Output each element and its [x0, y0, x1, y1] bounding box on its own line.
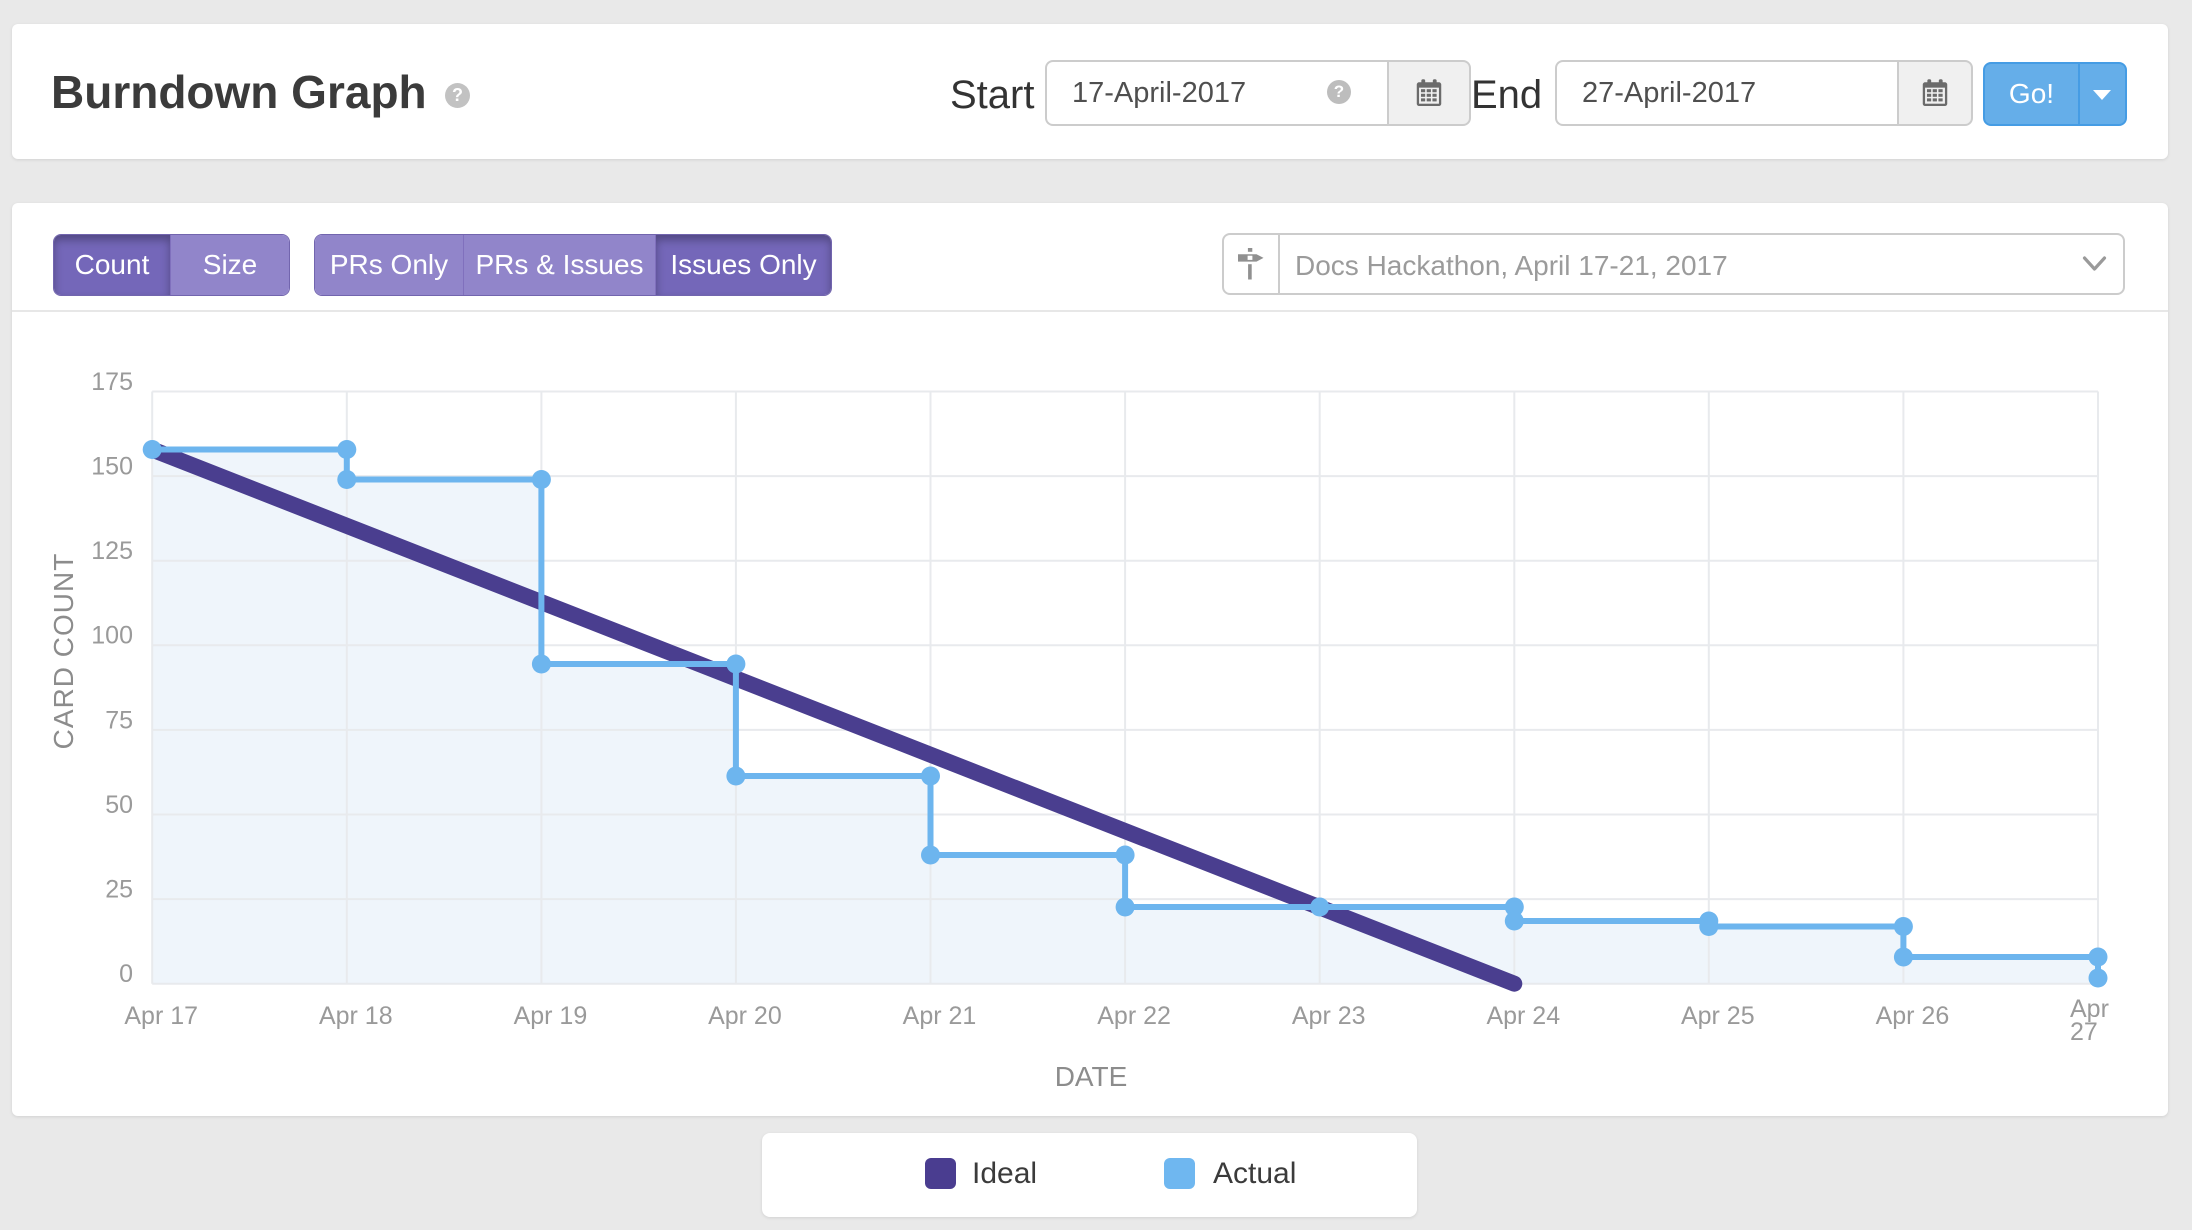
svg-text:175: 175	[91, 368, 133, 396]
svg-text:50: 50	[105, 791, 133, 819]
svg-text:Apr 23: Apr 23	[1292, 1002, 1366, 1030]
svg-text:CARD COUNT: CARD COUNT	[48, 553, 79, 750]
svg-text:Apr 18: Apr 18	[319, 1002, 393, 1030]
svg-text:Apr 26: Apr 26	[1876, 1002, 1950, 1030]
svg-text:Apr 21: Apr 21	[903, 1002, 977, 1030]
svg-text:25: 25	[105, 876, 133, 904]
svg-text:Apr 25: Apr 25	[1681, 1002, 1755, 1030]
svg-text:Apr 24: Apr 24	[1486, 1002, 1560, 1030]
svg-text:Apr 17: Apr 17	[124, 1002, 198, 1030]
svg-text:125: 125	[91, 537, 133, 565]
svg-text:27: 27	[2070, 1018, 2098, 1046]
svg-text:75: 75	[105, 706, 133, 734]
svg-text:Apr 19: Apr 19	[514, 1002, 588, 1030]
svg-text:DATE: DATE	[1055, 1061, 1128, 1092]
svg-text:0: 0	[119, 960, 133, 988]
svg-text:150: 150	[91, 453, 133, 481]
svg-text:Apr 22: Apr 22	[1097, 1002, 1171, 1030]
svg-text:Apr 20: Apr 20	[708, 1002, 782, 1030]
svg-text:100: 100	[91, 622, 133, 650]
svg-text:Apr: Apr	[2070, 995, 2109, 1023]
